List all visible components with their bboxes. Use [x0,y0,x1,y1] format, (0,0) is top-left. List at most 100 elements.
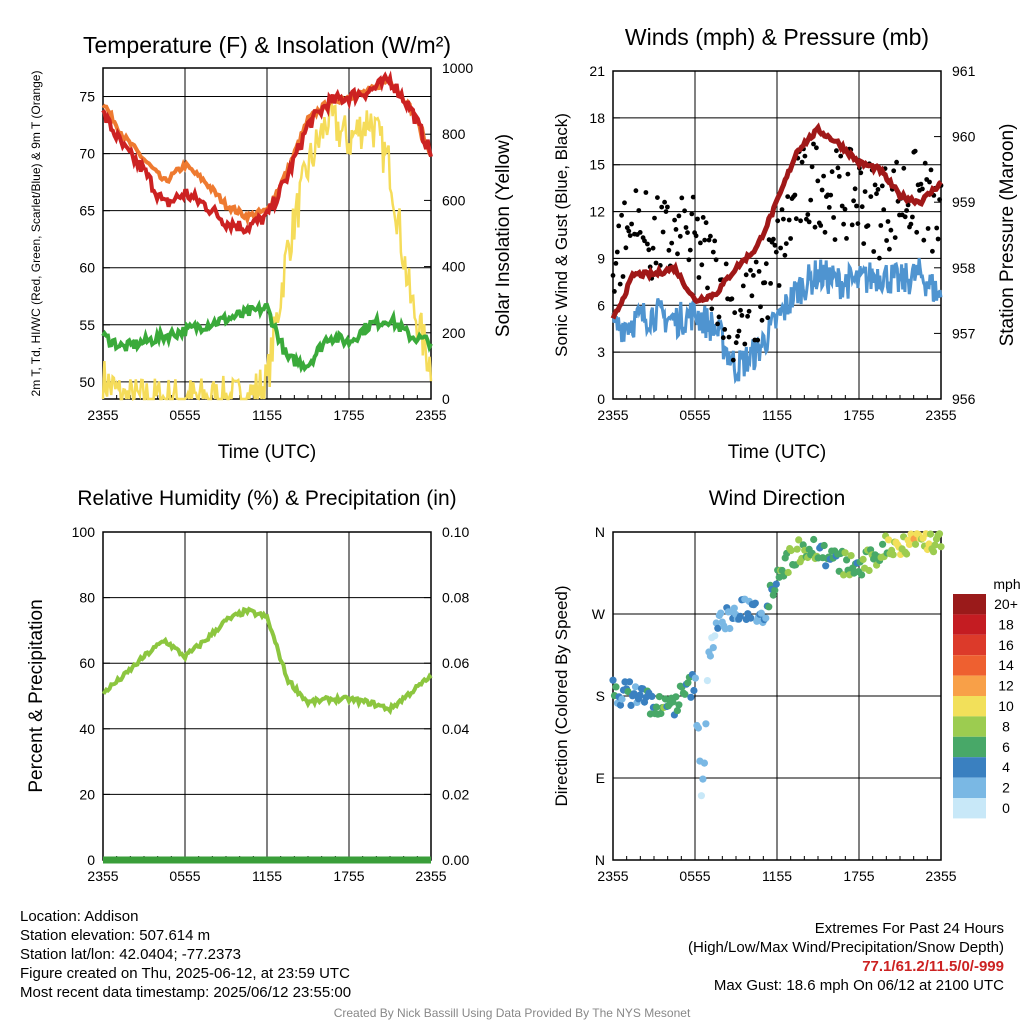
gust-point [832,237,838,243]
gust-point [673,227,679,232]
y-axis-label-left: 2m T, Td, HI/WC (Red, Green, Scarlet/Blu… [29,71,43,397]
gust-point [812,224,818,230]
direction-point [751,599,759,607]
gust-point [745,313,750,319]
direction-point [694,724,703,732]
gust-point [865,223,871,229]
gust-point [627,233,633,239]
plot-frame [102,67,432,400]
direction-point [726,624,734,633]
y-tick-label-right: 400 [442,259,466,275]
direction-point [885,536,893,544]
gust-point [735,333,740,339]
gust-point [687,247,693,253]
gust-point [660,229,666,235]
direction-point [795,536,803,544]
direction-point [687,693,695,701]
gust-point [633,188,639,194]
gust-point [808,197,814,203]
gust-point [874,191,879,197]
gust-point [617,281,623,287]
gust-point [646,247,652,253]
direction-point [655,693,664,701]
colorbar-label: 12 [998,678,1014,694]
y-tick-label-right: 0.04 [442,721,469,737]
direction-point [787,546,795,555]
direction-point [858,571,866,579]
colorbar-label: 14 [998,657,1014,673]
colorbar-swatch [953,757,986,778]
direction-point [697,792,706,800]
colorbar-swatch [953,696,986,717]
gust-point [698,240,703,246]
gust-point [620,274,626,279]
y-axis-label-left: Sonic Wind & Gust (Blue, Black) [552,113,571,357]
gust-point [772,242,778,248]
direction-point [820,541,828,550]
y-tick-label-left: 0 [87,852,95,868]
gust-point [885,219,891,224]
gust-point [619,212,624,218]
gust-point [910,214,915,220]
gust-point [901,165,907,171]
gust-point [715,321,720,327]
y-tick-label-right: 1000 [442,60,473,76]
extremes-subtitle: (High/Low/Max Wind/Precipitation/Snow De… [688,939,1004,956]
gust-point [669,240,675,246]
gust-point [935,236,941,242]
gust-point [819,187,825,193]
gust-point [716,314,722,320]
gust-point [665,204,670,210]
gust-point [650,245,656,251]
y-tick-label-right: 0.08 [442,590,469,606]
gust-point [768,281,773,286]
y-axis-label-left: Direction (Colored By Speed) [552,585,571,806]
gust-point [822,229,828,235]
gust-point [659,204,665,210]
gust-point [729,296,735,302]
gust-point [643,190,649,195]
direction-point [762,614,770,622]
gust-point [695,216,700,222]
y-tick-label-left: 21 [589,63,605,79]
direction-point [765,603,773,611]
direction-point [618,695,626,703]
direction-point [711,632,719,640]
x-tick-label: 1155 [762,868,792,884]
gust-point [675,251,680,257]
direction-point [911,540,920,548]
x-tick-label: 2355 [87,868,118,884]
gust-point [742,341,748,347]
gust-point [771,236,776,242]
chart-title: Temperature (F) & Insolation (W/m²) [83,32,451,58]
direction-point [747,614,755,622]
gust-point [706,237,712,243]
gust-point [732,310,738,316]
direction-point [636,691,644,699]
gust-point [928,167,934,173]
gust-point [762,280,768,286]
direction-point [657,709,665,718]
gust-point [845,171,851,177]
y-tick-label-left: E [596,770,605,786]
y-tick-label-left: N [595,524,605,540]
gust-point [815,178,821,184]
panel-3: 2355 0555 1155 1755 23550204060801000.000.02… [26,487,469,884]
gust-point [708,233,713,239]
gust-point [652,215,657,221]
direction-point [612,683,620,691]
colorbar-label: 18 [998,616,1014,632]
gust-point [859,204,865,210]
x-tick-label: 1155 [762,407,792,423]
direction-point [684,679,692,687]
gust-point [829,169,835,175]
gust-point [891,168,897,174]
gust-point [927,179,932,185]
gust-point [637,230,643,235]
gust-point [821,173,826,179]
station-location: Location: Addison [20,908,139,925]
gust-point [792,192,798,198]
gust-point [831,215,836,220]
direction-point [903,550,911,558]
colorbar-swatch [953,777,986,798]
